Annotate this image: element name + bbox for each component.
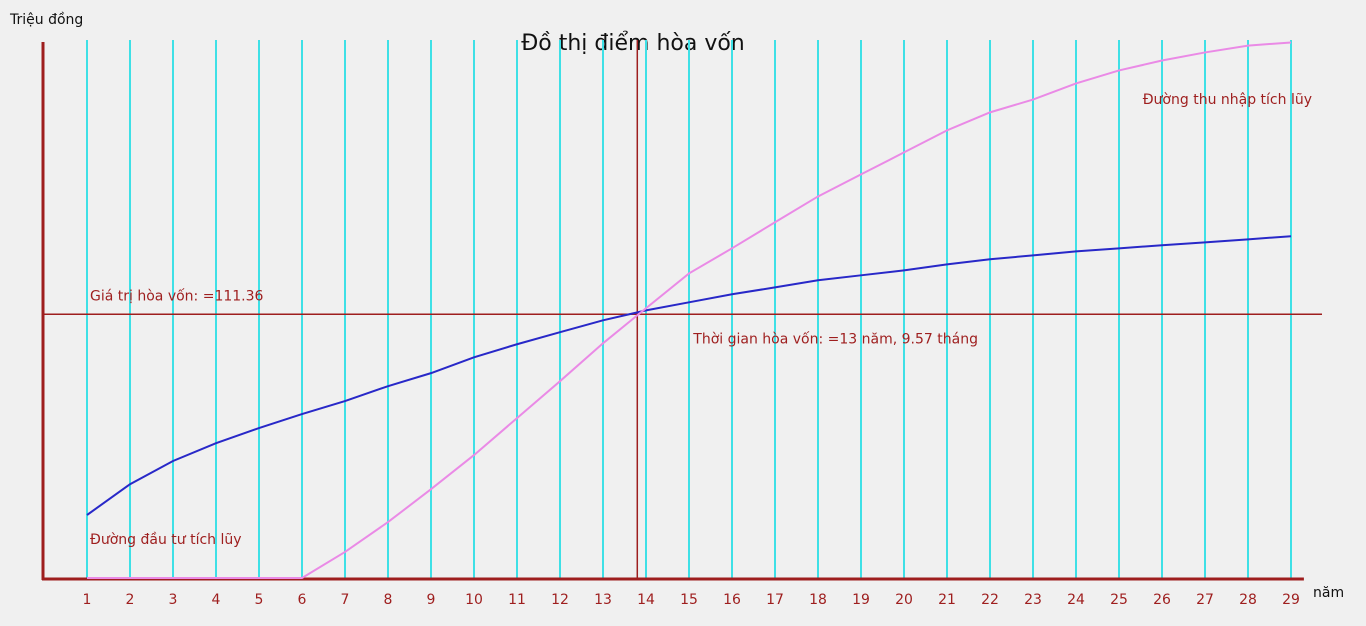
x-tick-label: 26 xyxy=(1153,592,1171,608)
break-even-value-label: Giá trị hòa vốn: =111.36 xyxy=(90,287,264,304)
x-tick-label: 1 xyxy=(83,592,92,608)
x-tick-label: 10 xyxy=(465,592,483,608)
series-label: Đường thu nhập tích lũy xyxy=(1143,92,1312,108)
x-tick-label: 27 xyxy=(1196,592,1214,608)
x-tick-label: 28 xyxy=(1239,592,1257,608)
x-tick-label: 9 xyxy=(427,592,436,608)
series-line xyxy=(86,235,1292,516)
x-tick-label: 23 xyxy=(1024,592,1042,608)
break-even-time-label: Thời gian hòa vốn: =13 năm, 9.57 tháng xyxy=(692,330,978,347)
x-tick-label: 3 xyxy=(169,592,178,608)
x-tick-label: 21 xyxy=(938,592,956,608)
x-tick-label: 12 xyxy=(551,592,569,608)
x-tick-label: 17 xyxy=(766,592,784,608)
x-tick-label: 19 xyxy=(852,592,870,608)
x-tick-label: 18 xyxy=(809,592,827,608)
x-tick-label: 20 xyxy=(895,592,913,608)
x-tick-label: 22 xyxy=(981,592,999,608)
x-tick-label: 7 xyxy=(341,592,350,608)
x-tick-label: 14 xyxy=(637,592,655,608)
x-tick-label: 25 xyxy=(1110,592,1128,608)
x-tick-label: 11 xyxy=(508,592,526,608)
series-label: Đường đầu tư tích lũy xyxy=(90,532,242,548)
x-tick-label: 16 xyxy=(723,592,741,608)
x-tick-label: 29 xyxy=(1282,592,1300,608)
x-tick-label: 6 xyxy=(298,592,307,608)
x-axis-label: năm xyxy=(1313,585,1344,601)
x-tick-label: 4 xyxy=(212,592,221,608)
x-tick-label: 2 xyxy=(126,592,135,608)
series-line xyxy=(87,41,1292,579)
chart-title: Đồ thị điểm hòa vốn xyxy=(521,31,745,56)
y-axis-label: Triệu đồng xyxy=(9,11,83,28)
x-tick-label: 8 xyxy=(384,592,393,608)
x-tick-label: 5 xyxy=(255,592,264,608)
x-tick-label: 15 xyxy=(680,592,698,608)
x-tick-label: 13 xyxy=(594,592,612,608)
x-tick-label: 24 xyxy=(1067,592,1085,608)
